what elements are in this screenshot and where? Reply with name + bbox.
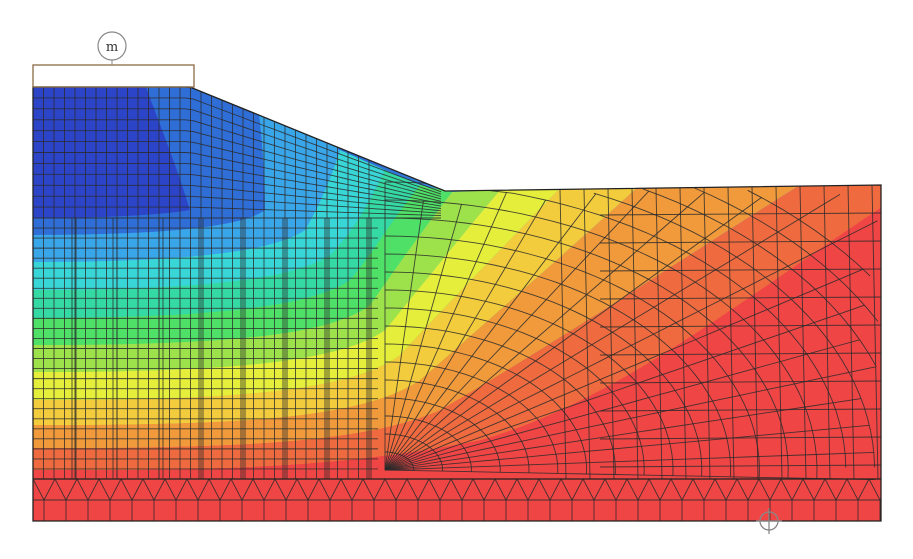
surcharge-load-icon[interactable] xyxy=(97,31,127,61)
contour-band-deep-blue xyxy=(33,87,190,218)
load-marker-label: m xyxy=(106,40,118,55)
fixed-support-icon[interactable] xyxy=(756,508,782,534)
contour-band-red xyxy=(33,195,881,521)
contour-band-lime xyxy=(33,190,500,372)
contour-fill xyxy=(33,87,881,521)
contour-band-orange xyxy=(33,185,800,448)
contour-band-green xyxy=(33,185,452,345)
finite-element-mesh xyxy=(33,87,881,521)
load-outline xyxy=(32,64,195,88)
surcharge-load[interactable]: m xyxy=(32,31,195,88)
contour-band-teal xyxy=(33,170,420,318)
contour-band-cyan xyxy=(33,150,385,290)
